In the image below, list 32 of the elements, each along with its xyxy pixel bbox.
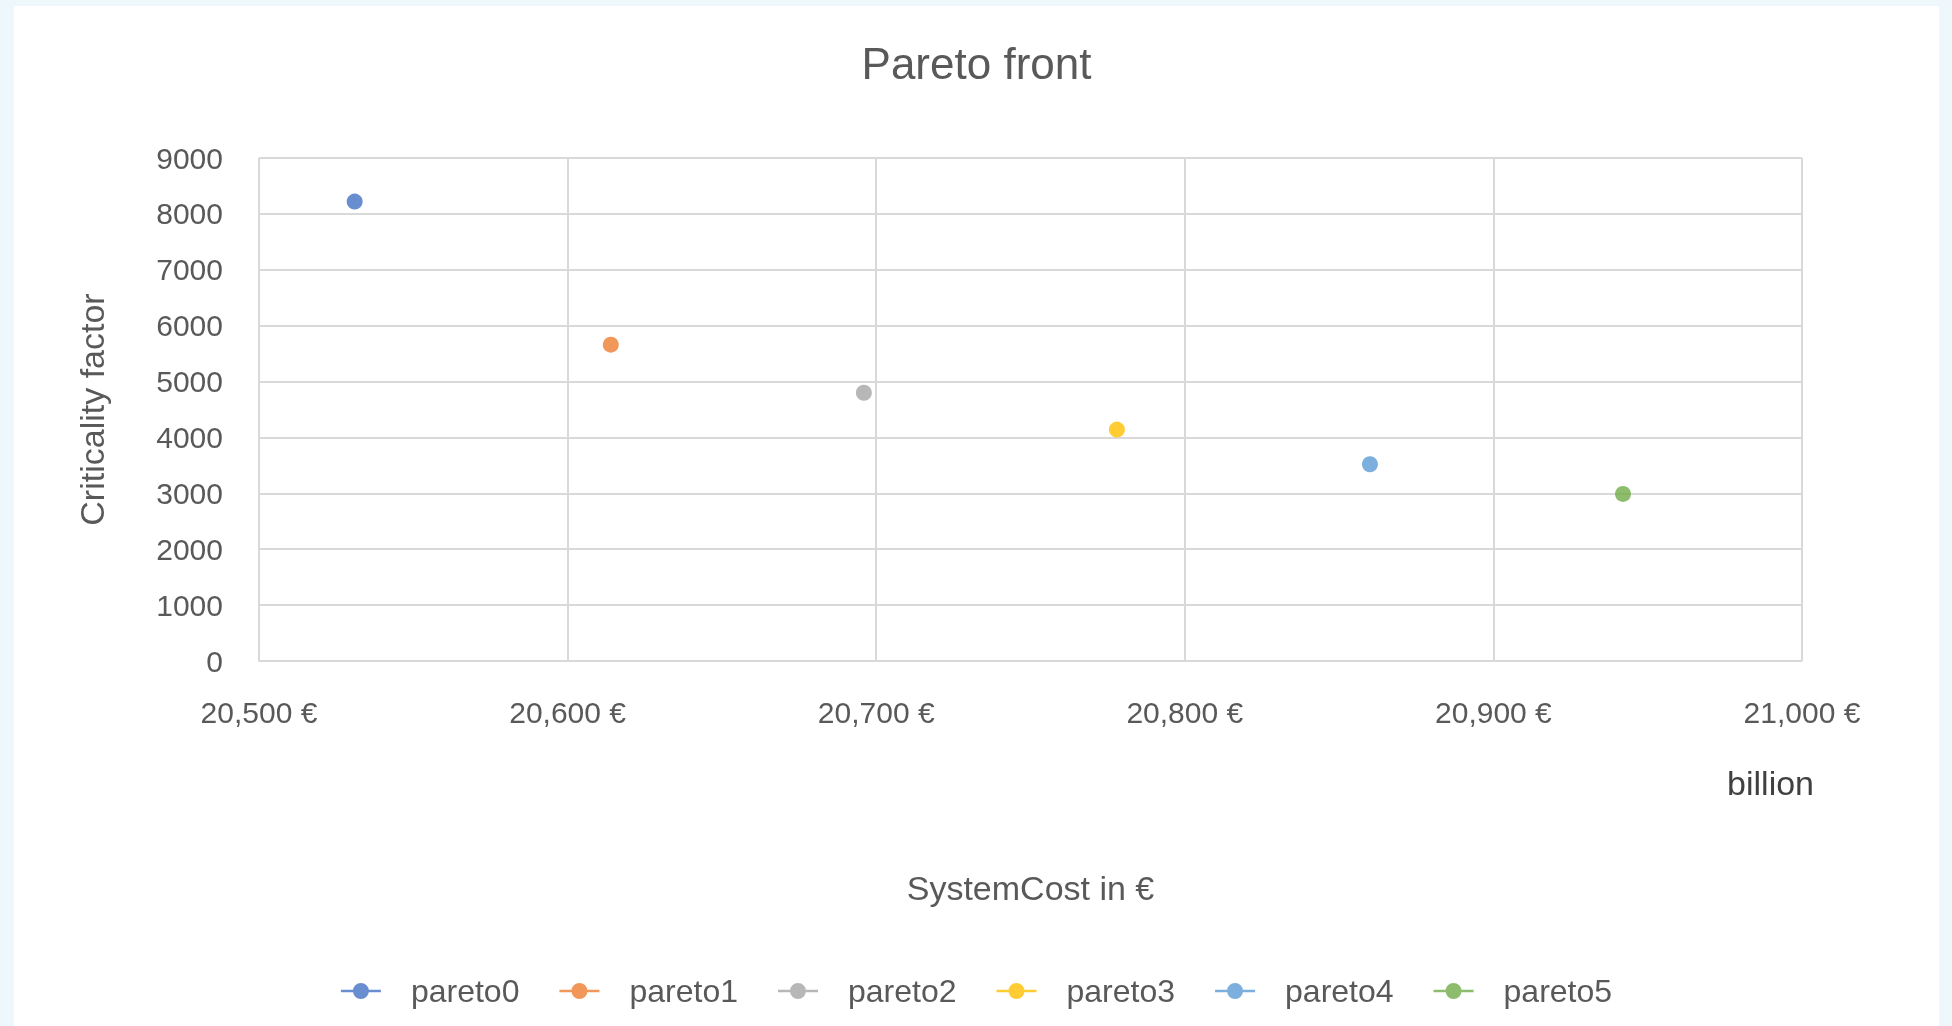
y-tick-label: 9000 [156,141,223,175]
y-tick-label: 4000 [156,420,223,454]
x-tick-label: 20,500 € [200,695,318,729]
x-tick-label: 20,700 € [817,695,935,729]
x-tick-label: 20,600 € [509,695,627,729]
y-tick-label: 7000 [156,253,223,287]
y-axis-title: Criticality factor [73,293,111,526]
text: billion [1727,764,1815,802]
point [1108,421,1125,438]
legend-label: pareto3 [1066,973,1176,1009]
point [346,193,363,210]
x-tick-label: 20,800 € [1126,695,1244,729]
x-tick-label: 21,000 € [1743,695,1861,729]
legend-label: pareto4 [1285,973,1394,1009]
chart-title: Pareto front [861,38,1092,88]
y-tick-label: 6000 [156,309,223,343]
point [855,384,872,401]
legend-label: pareto1 [629,973,738,1009]
y-tick-label: 5000 [156,365,223,399]
point [1361,456,1378,473]
legend-label: pareto2 [847,973,957,1009]
x-axis-title: SystemCost in € [906,869,1155,907]
y-tick-label: 3000 [156,476,223,510]
point [1615,485,1632,502]
legend-label: pareto5 [1503,973,1613,1009]
y-tick-label: 1000 [156,588,223,622]
x-tick-label: 20,900 € [1435,695,1553,729]
y-tick-label: 0 [206,644,223,678]
y-tick-label: 2000 [156,532,223,566]
y-tick-label: 8000 [156,197,223,231]
point [602,336,619,353]
legend-label: pareto0 [410,973,520,1009]
